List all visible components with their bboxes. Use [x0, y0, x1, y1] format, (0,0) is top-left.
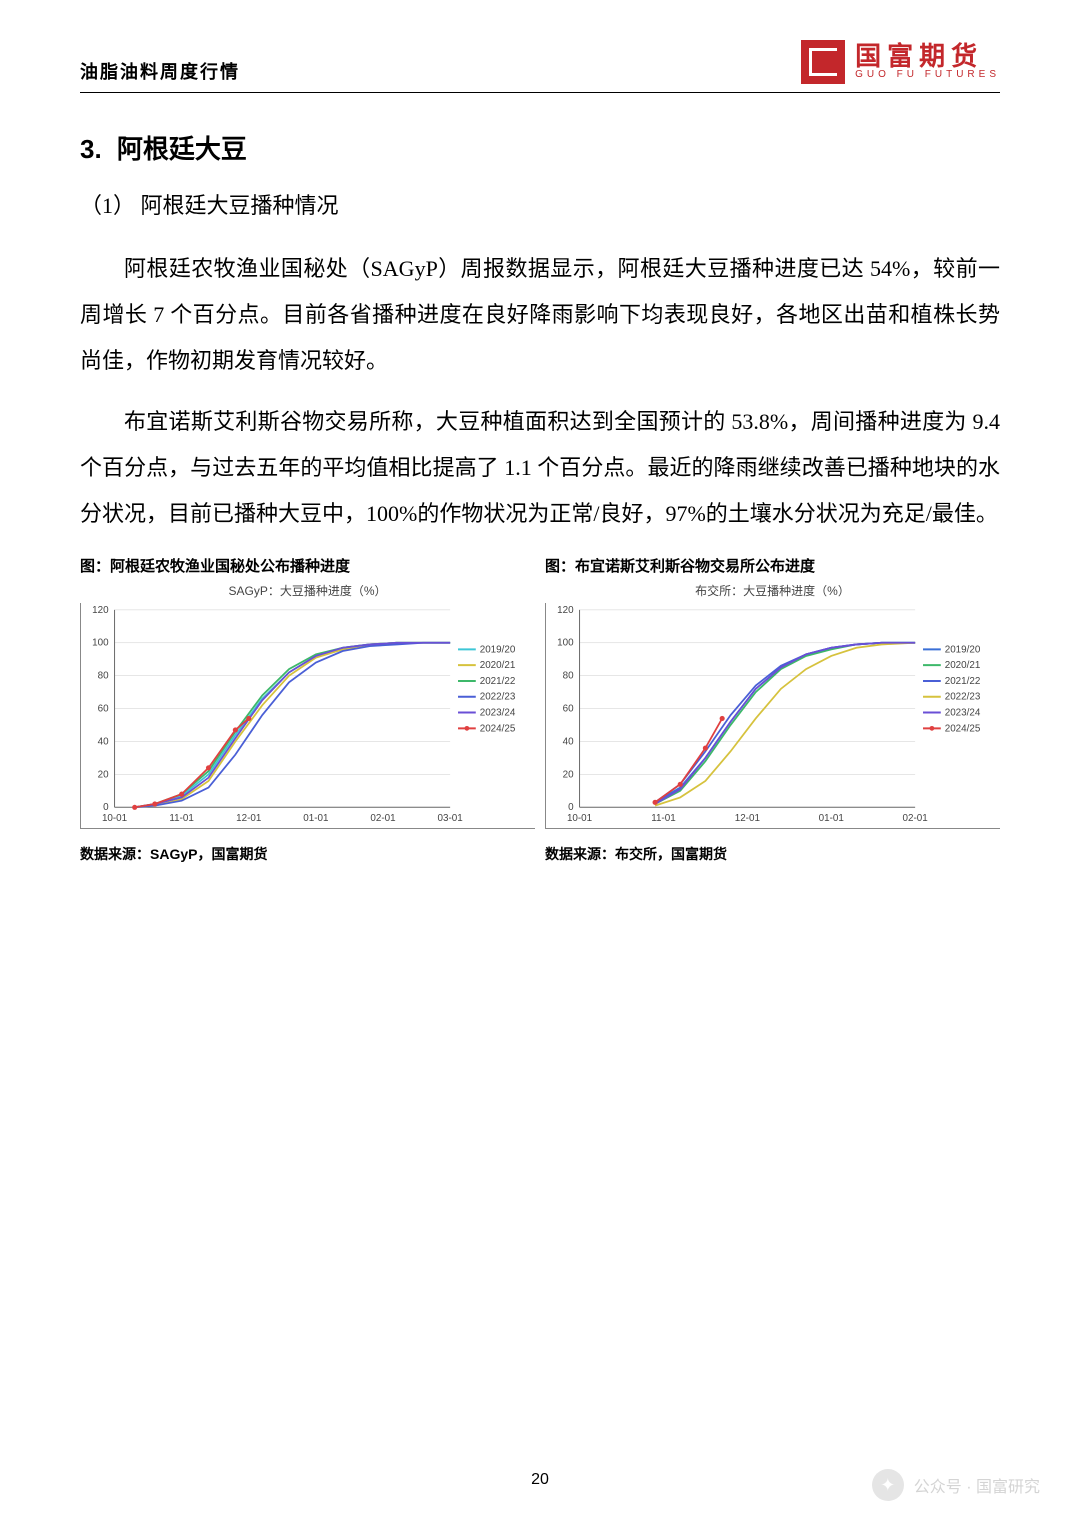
svg-text:60: 60	[563, 704, 574, 715]
svg-text:20: 20	[563, 769, 574, 780]
svg-text:01-01: 01-01	[819, 813, 844, 824]
chart-right-caption: 图：布宜诺斯艾利斯谷物交易所公布进度	[545, 555, 1000, 576]
chart-left-svg: 0 20 40 60 80 100 120 10-01 11-01 12-01 01-01 02-01…	[80, 603, 535, 829]
svg-text:10-01: 10-01	[567, 813, 592, 824]
svg-text:2022/23: 2022/23	[945, 692, 981, 703]
paragraph-1: 阿根廷农牧渔业国秘处（SAGyP）周报数据显示，阿根廷大豆播种进度已达 54%，…	[80, 246, 1000, 385]
wechat-text: 公众号 · 国富研究	[914, 1473, 1040, 1497]
chart-left-caption: 图：阿根廷农牧渔业国秘处公布播种进度	[80, 555, 535, 576]
svg-text:2019/20: 2019/20	[480, 644, 516, 655]
svg-text:40: 40	[98, 737, 109, 748]
svg-text:20: 20	[98, 769, 109, 780]
page-number: 20	[531, 1471, 549, 1489]
svg-text:11-01: 11-01	[169, 813, 194, 824]
svg-text:2024/25: 2024/25	[480, 723, 516, 734]
page-header: 油脂油料周度行情 国富期货 GUO FU FUTURES	[80, 40, 1000, 93]
section-number: 3.	[80, 134, 102, 164]
svg-text:12-01: 12-01	[236, 813, 261, 824]
svg-text:10-01: 10-01	[102, 813, 127, 824]
chart-right-svg: 0 20 40 60 80 100 120 10-01 11-01 12-01 01-01 02-01…	[545, 603, 1000, 829]
svg-text:02-01: 02-01	[370, 813, 395, 824]
wechat-icon: ✦	[872, 1469, 904, 1501]
svg-text:100: 100	[92, 638, 109, 649]
svg-text:2020/21: 2020/21	[945, 660, 981, 671]
subsection-label: （1） 阿根廷大豆播种情况	[80, 188, 1000, 220]
chart-right-subtitle: 布交所：大豆播种进度（%）	[545, 582, 1000, 599]
logo-mark-icon	[801, 40, 845, 84]
svg-text:80: 80	[98, 671, 109, 682]
svg-text:100: 100	[557, 638, 574, 649]
charts-row: 图：阿根廷农牧渔业国秘处公布播种进度 SAGyP：大豆播种进度（%） 0 20 40…	[80, 555, 1000, 864]
svg-text:40: 40	[563, 737, 574, 748]
svg-text:120: 120	[557, 605, 574, 616]
svg-text:2019/20: 2019/20	[945, 644, 981, 655]
svg-text:2023/24: 2023/24	[480, 708, 516, 719]
svg-text:120: 120	[92, 605, 109, 616]
svg-text:11-01: 11-01	[651, 813, 676, 824]
wechat-watermark: ✦ 公众号 · 国富研究	[872, 1469, 1040, 1501]
chart-right-block: 图：布宜诺斯艾利斯谷物交易所公布进度 布交所：大豆播种进度（%） 0 20 40 60…	[545, 555, 1000, 864]
svg-text:0: 0	[568, 802, 574, 813]
svg-text:03-01: 03-01	[438, 813, 463, 824]
svg-text:01-01: 01-01	[303, 813, 328, 824]
section-name: 阿根廷大豆	[117, 134, 247, 164]
svg-text:12-01: 12-01	[735, 813, 760, 824]
svg-text:60: 60	[98, 704, 109, 715]
svg-text:2021/22: 2021/22	[480, 676, 516, 687]
svg-text:2021/22: 2021/22	[945, 676, 981, 687]
brand-logo: 国富期货 GUO FU FUTURES	[801, 40, 1000, 84]
svg-text:2024/25: 2024/25	[945, 723, 981, 734]
chart-left-source: 数据来源：SAGyP，国富期货	[80, 844, 535, 864]
chart-left-block: 图：阿根廷农牧渔业国秘处公布播种进度 SAGyP：大豆播种进度（%） 0 20 40…	[80, 555, 535, 864]
svg-text:80: 80	[563, 671, 574, 682]
svg-text:2023/24: 2023/24	[945, 708, 981, 719]
svg-text:2020/21: 2020/21	[480, 660, 516, 671]
svg-text:0: 0	[103, 802, 109, 813]
logo-text-cn: 国富期货	[855, 43, 1000, 70]
chart-left-subtitle: SAGyP：大豆播种进度（%）	[80, 582, 535, 599]
section-title: 3. 阿根廷大豆	[80, 129, 1000, 166]
paragraph-2: 布宜诺斯艾利斯谷物交易所称，大豆种植面积达到全国预计的 53.8%，周间播种进度…	[80, 399, 1000, 538]
chart-right-source: 数据来源：布交所，国富期货	[545, 844, 1000, 864]
svg-text:02-01: 02-01	[903, 813, 928, 824]
header-title: 油脂油料周度行情	[80, 58, 240, 84]
svg-text:2022/23: 2022/23	[480, 692, 516, 703]
logo-text-en: GUO FU FUTURES	[855, 70, 1000, 81]
